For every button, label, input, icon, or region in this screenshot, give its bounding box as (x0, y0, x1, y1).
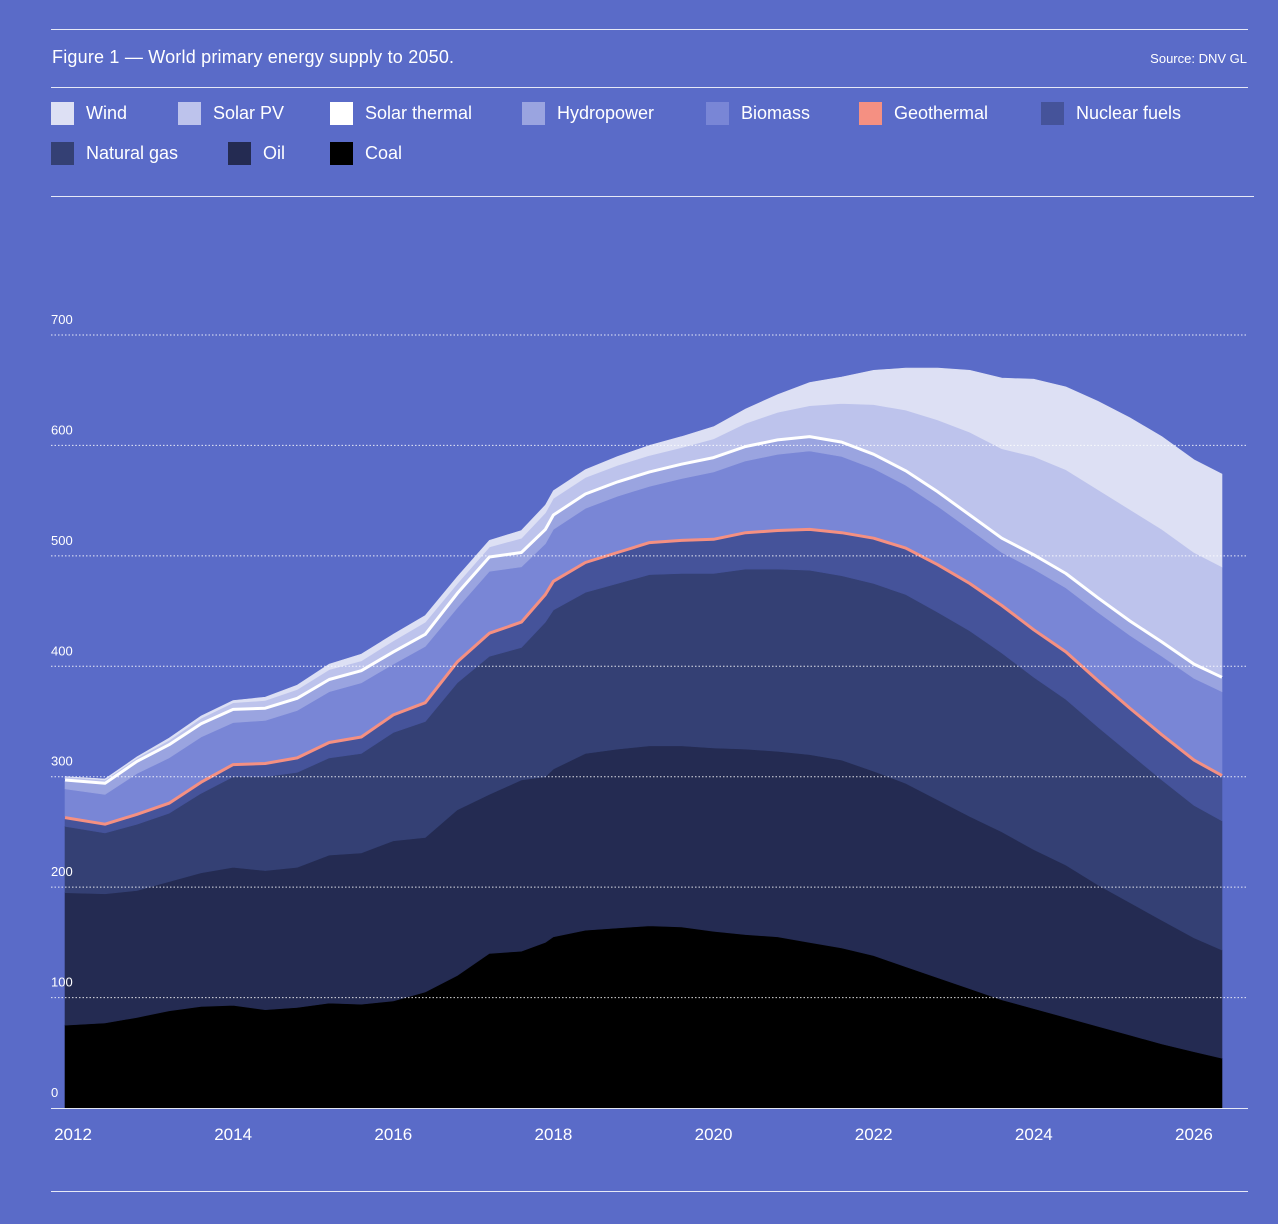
x-axis-ticks: 2012 2014 2016 2018 2020 2022 2024 2026 (54, 1125, 1213, 1144)
x-tick-label: 2018 (535, 1125, 573, 1144)
legend-label-geothermal: Geothermal (894, 103, 989, 123)
legend-swatch-wind (51, 102, 74, 125)
x-tick-label: 2020 (695, 1125, 733, 1144)
x-tick-label: 2014 (214, 1125, 252, 1144)
legend-item-solar-pv: Solar PV (178, 102, 284, 125)
area-series-group (64, 367, 1223, 1109)
top-rule (51, 29, 1248, 30)
header-rule (51, 87, 1248, 88)
y-tick-label: 500 (51, 533, 73, 548)
figure-title-text: Figure 1 — World primary energy supply t… (52, 47, 455, 67)
legend-label-oil: Oil (263, 143, 285, 163)
legend-item-nuclear-fuels: Nuclear fuels (1041, 102, 1181, 125)
legend-label-solar-thermal: Solar thermal (365, 103, 473, 123)
y-tick-label: 100 (51, 975, 73, 990)
gridlines-group (51, 334, 1248, 999)
x-tick-label: 2026 (1175, 1125, 1213, 1144)
legend-item-natural-gas: Natural gas (51, 142, 178, 165)
legend-swatch-solar-pv (178, 102, 201, 125)
y-tick-label: 300 (51, 754, 73, 769)
x-tick-label: 2012 (54, 1125, 92, 1144)
legend-swatch-geothermal (859, 102, 882, 125)
legend-item-coal: Coal (330, 142, 402, 165)
x-axis-baseline (51, 1108, 1248, 1109)
x-tick-label: 2022 (855, 1125, 893, 1144)
line-solar-thermal (64, 435, 1223, 785)
legend-swatch-oil (228, 142, 251, 165)
legend-swatch-biomass (706, 102, 729, 125)
y-tick-label: 600 (51, 422, 73, 437)
y-tick-label: 200 (51, 864, 73, 879)
figure-title: Figure 1 — World primary energy supply t… (52, 47, 454, 68)
y-tick-label: 0 (51, 1085, 58, 1100)
legend-swatch-hydropower (522, 102, 545, 125)
legend-label-solar-pv: Solar PV (213, 103, 285, 123)
bottom-rule (51, 1191, 1248, 1192)
x-tick-label: 2024 (1015, 1125, 1053, 1144)
source-label: Source: DNV GL (1150, 51, 1247, 66)
legend-label-biomass: Biomass (741, 103, 811, 123)
area-wind (64, 367, 1223, 781)
legend-swatch-nuclear-fuels (1041, 102, 1064, 125)
legend-label-nuclear-fuels: Nuclear fuels (1076, 103, 1182, 123)
legend-item-biomass: Biomass (706, 102, 810, 125)
y-tick-label: 400 (51, 643, 73, 658)
legend-swatch-coal (330, 142, 353, 165)
legend-swatch-solar-thermal (330, 102, 353, 125)
line-geothermal (64, 527, 1223, 826)
legend-item-oil: Oil (228, 142, 285, 165)
highlight-lines-group (64, 435, 1223, 826)
y-axis-ticks: 0 100 200 300 400 500 600 700 (51, 312, 73, 1100)
legend-rule (51, 196, 1254, 197)
legend-item-wind: Wind (51, 102, 127, 125)
x-tick-label: 2016 (374, 1125, 412, 1144)
y-tick-label: 700 (51, 312, 73, 327)
legend-label-coal: Coal (365, 143, 403, 163)
legend-label-natural-gas: Natural gas (86, 143, 179, 163)
legend-label-wind: Wind (86, 103, 128, 123)
legend-item-solar-thermal: Solar thermal (330, 102, 472, 125)
legend-item-hydropower: Hydropower (522, 102, 654, 125)
legend-label-hydropower: Hydropower (557, 103, 655, 123)
legend-swatch-natural-gas (51, 142, 74, 165)
legend-item-geothermal: Geothermal (859, 102, 988, 125)
